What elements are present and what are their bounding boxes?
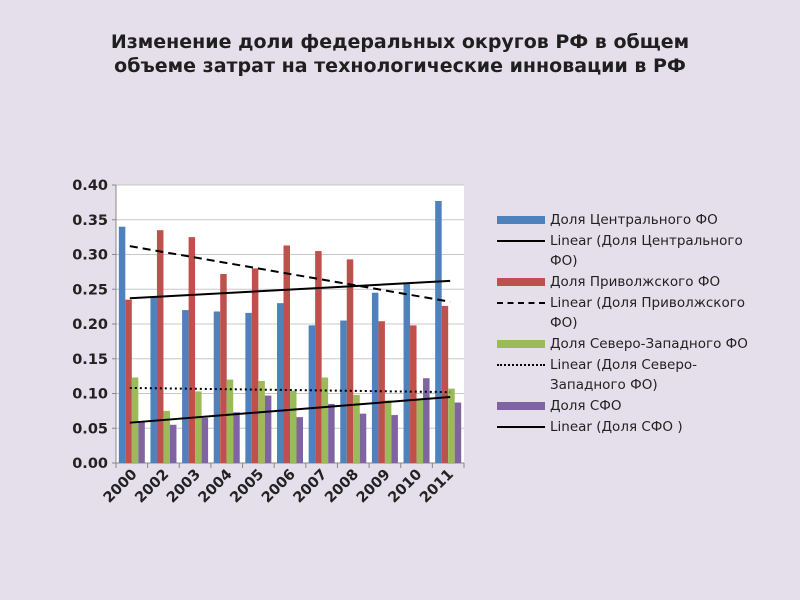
legend-item: Доля Приволжского ФО	[497, 272, 767, 292]
bar-4-2010	[423, 378, 430, 463]
legend-swatch	[497, 334, 545, 354]
bar-1-2003	[182, 310, 189, 463]
bar-4-2008	[359, 413, 367, 463]
bar-2-2007	[315, 251, 322, 463]
x-tick-label: 2004	[196, 467, 236, 507]
legend-item: Linear (Доля СФО )	[497, 417, 767, 437]
bar-3-2000	[131, 377, 139, 463]
bar-3-2011	[448, 388, 455, 463]
legend-item: Linear (Доля Центрального ФО)	[497, 231, 767, 271]
trendline-3	[129, 386, 451, 394]
x-tick-label: 2009	[354, 467, 394, 507]
legend-label: Доля Центрального ФО	[550, 212, 718, 228]
legend-line-key	[497, 231, 545, 251]
legend-item: Доля Центрального ФО	[497, 210, 767, 230]
bar-4-2002	[169, 424, 177, 463]
bar-4-2006	[296, 417, 303, 463]
bar-3-2008	[353, 394, 360, 463]
bar-1-2010	[403, 283, 411, 463]
bar-4-2011	[454, 402, 462, 463]
bar-2-2008	[346, 259, 354, 463]
bar-1-2009	[371, 292, 379, 463]
legend-swatch	[497, 396, 545, 416]
legend-item: Доля Северо-Западного ФО	[497, 334, 767, 354]
bar-2-2010	[410, 325, 417, 463]
slide-title-line-2: объеме затрат на технологические инновац…	[114, 55, 686, 77]
legend-label: Linear (Доля Северо-Западного ФО)	[550, 357, 698, 393]
bar-3-2009	[384, 400, 392, 463]
legend-label: Доля СФО	[550, 398, 622, 414]
y-tick-label: 0.40	[72, 178, 108, 194]
legend-swatch	[497, 272, 545, 292]
y-tick-label: 0.15	[72, 352, 108, 368]
legend-label: Linear (Доля Приволжского ФО)	[550, 295, 746, 331]
x-tick-label: 2003	[164, 467, 204, 507]
legend-item: Linear (Доля Приволжского ФО)	[497, 293, 767, 333]
slide-title: Изменение доли федеральных округов РФ в …	[40, 30, 760, 78]
bar-1-2002	[150, 296, 157, 463]
bar-3-2003	[195, 391, 202, 463]
bar-1-2004	[213, 311, 221, 463]
bar-4-2007	[328, 403, 335, 463]
y-tick-label: 0.30	[72, 248, 108, 264]
y-tick-label: 0.35	[72, 213, 108, 229]
bar-1-2011	[435, 200, 442, 464]
legend-label: Доля Приволжского ФО	[550, 274, 721, 290]
bar-2-2006	[283, 245, 290, 463]
bar-3-2006	[290, 390, 297, 463]
bar-1-2000	[118, 226, 126, 463]
y-tick-label: 0.10	[72, 387, 108, 403]
trendline-2	[129, 245, 451, 303]
legend-label: Linear (Доля Центрального ФО)	[550, 233, 743, 269]
y-tick-label: 0.00	[72, 456, 108, 472]
x-tick-label: 2007	[291, 467, 331, 507]
legend-line-key	[497, 417, 545, 437]
legend-item: Linear (Доля Северо-Западного ФО)	[497, 355, 767, 395]
x-tick-label: 2008	[322, 467, 362, 507]
trendline-1	[129, 279, 451, 300]
slide-title-line-1: Изменение доли федеральных округов РФ в …	[110, 31, 690, 53]
legend-label: Доля Северо-Западного ФО	[550, 336, 748, 352]
bar-3-2004	[226, 379, 234, 463]
legend-line-key	[497, 355, 545, 375]
legend-swatch	[497, 210, 545, 230]
x-tick-label: 2010	[386, 467, 426, 507]
y-tick-label: 0.20	[72, 317, 108, 333]
x-tick-label: 2000	[101, 467, 141, 507]
trendline-4	[129, 395, 451, 424]
bar-4-2000	[138, 421, 145, 463]
bar-4-2009	[391, 415, 398, 463]
bar-2-2002	[156, 230, 164, 463]
bar-4-2003	[201, 417, 209, 463]
bar-1-2005	[245, 312, 252, 463]
bar-4-2004	[233, 412, 240, 463]
bar-3-2002	[163, 410, 170, 463]
x-tick-label: 2011	[417, 467, 457, 507]
legend-line-key	[497, 293, 545, 313]
chart-legend: Доля Центрального ФО Linear (Доля Централ…	[497, 210, 767, 438]
bar-2-2004	[220, 273, 227, 463]
bar-2-2003	[188, 237, 196, 463]
bar-1-2008	[340, 320, 347, 463]
bar-3-2010	[416, 400, 424, 463]
bar-3-2007	[321, 377, 329, 463]
bar-2-2011	[441, 305, 449, 463]
legend-label: Linear (Доля СФО )	[550, 419, 683, 435]
bar-2-2005	[251, 268, 259, 463]
y-tick-label: 0.25	[72, 282, 108, 298]
bar-2-2000	[125, 299, 132, 463]
x-tick-label: 2002	[132, 467, 172, 507]
y-tick-label: 0.05	[72, 421, 108, 437]
bar-1-2007	[308, 325, 316, 463]
x-tick-label: 2006	[259, 467, 299, 507]
x-tick-label: 2005	[227, 467, 267, 507]
bar-4-2005	[264, 395, 272, 463]
bar-1-2006	[277, 303, 284, 463]
legend-item: Доля СФО	[497, 396, 767, 416]
bar-3-2005	[258, 380, 265, 463]
